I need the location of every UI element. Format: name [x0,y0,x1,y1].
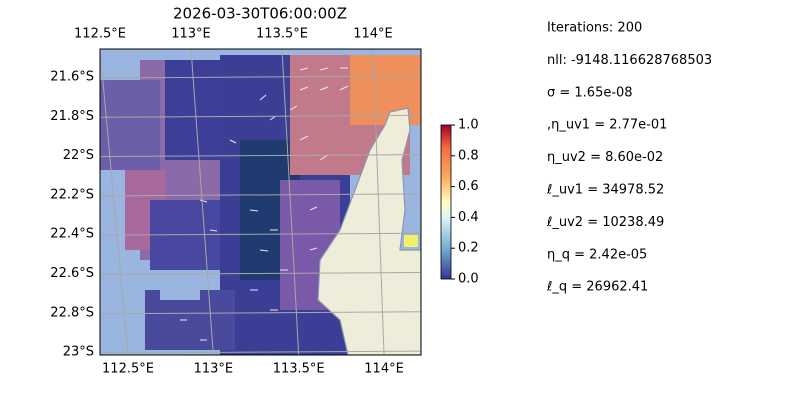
colorbar-tick-label: 1.0 [458,118,479,133]
lat-tick-label: 22.8°S [50,305,94,320]
info-line: η_uv2 = 8.60e-02 [547,150,663,165]
map-frame [99,48,422,356]
graticule [100,49,421,355]
info-line: ℓ_uv2 = 10238.49 [546,215,664,230]
lon-tick-label: 114°E [353,27,393,42]
info-line: σ = 1.65e-08 [547,85,633,100]
lat-tick-label: 22.2°S [50,187,94,202]
colorbar-tick-label: 0.6 [458,179,479,194]
map-area [100,49,421,355]
colorbar-tick-label: 0.8 [458,148,479,163]
lat-tick-label: 22°S [63,148,94,163]
grid-line [100,75,421,79]
ocean [160,270,200,300]
land [317,107,421,355]
grid-line [100,49,129,355]
info-line: ,η_uv1 = 2.77e-01 [547,118,667,133]
grid-line [100,350,421,354]
colorbar-tick-label: 0.0 [458,272,479,287]
info-line: ℓ_uv1 = 34978.52 [546,183,664,198]
lat-tick-label: 23°S [63,345,94,360]
lon-tick-label: 113.5°E [256,27,308,42]
current-vectors [180,67,349,341]
info-line: ℓ_q = 26962.41 [546,280,648,295]
lat-tick-label: 22.4°S [50,227,94,242]
grid-line [100,311,421,315]
map-title: 2026-03-30T06:00:00Z [173,5,347,23]
info-line: nll: -9148.116628768503 [547,53,712,68]
colorbar [440,124,452,280]
lon-tick-label: 113°E [171,27,211,42]
info-line: Iterations: 200 [547,21,642,36]
grid-line [100,193,421,197]
lat-tick-label: 22.6°S [50,266,94,281]
lon-tick-label: 113.5°E [273,362,325,377]
grid-line [281,49,300,355]
grid-line [100,232,421,236]
grid-line [190,49,214,355]
info-line: η_q = 2.42e-05 [547,247,647,262]
colorbar-tick-label: 0.4 [458,210,479,225]
grid-line [100,114,421,118]
colorbar-tick-label: 0.2 [458,241,479,256]
lon-tick-label: 113°E [194,362,234,377]
field-cell [404,235,418,247]
grid-line [100,154,421,158]
lon-tick-label: 112.5°E [102,362,154,377]
lon-tick-label: 112.5°E [74,27,126,42]
lat-tick-label: 21.8°S [50,109,94,124]
lat-tick-label: 21.6°S [50,70,94,85]
lon-tick-label: 114°E [364,362,404,377]
field-cell [350,55,421,125]
grid-line [100,272,421,275]
grid-line [372,49,385,355]
